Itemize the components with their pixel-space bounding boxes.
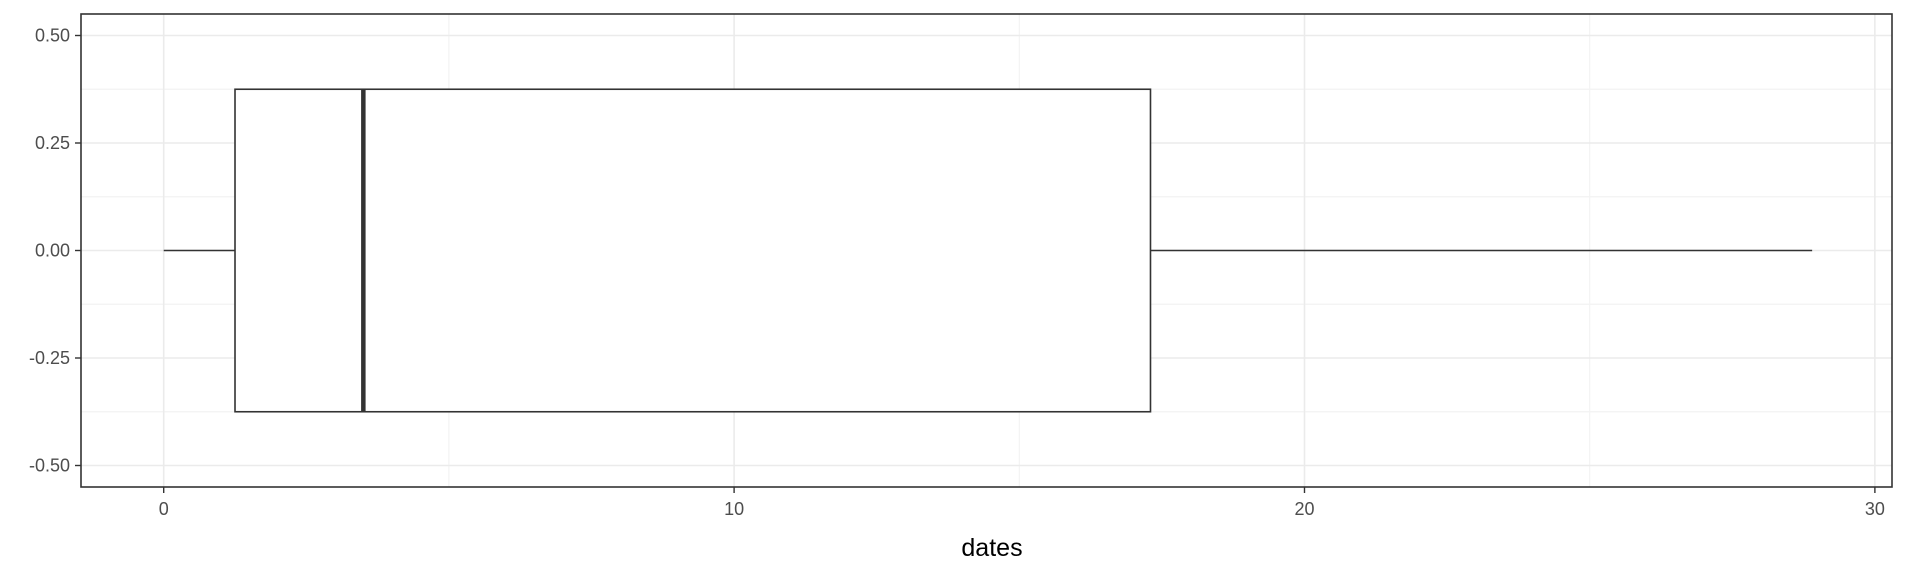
x-tick-label-0: 0: [159, 499, 169, 519]
x-tick-label-3: 30: [1865, 499, 1885, 519]
boxplot-layer: [163, 88, 1813, 413]
x-tick-label-2: 20: [1294, 499, 1314, 519]
y-tick-label-0: -0.50: [29, 456, 70, 476]
axis-ticks: [75, 34, 1876, 493]
interquartile-box: [234, 88, 1152, 413]
y-tick-label-3: 0.25: [35, 133, 70, 153]
y-axis-tick-labels: -0.50 -0.25 0.00 0.25 0.50: [29, 26, 70, 476]
y-tick-label-1: -0.25: [29, 348, 70, 368]
y-tick-label-2: 0.00: [35, 241, 70, 261]
x-axis-title: dates: [961, 534, 1022, 562]
x-axis-tick-labels: 0 10 20 30: [159, 499, 1885, 519]
x-tick-label-1: 10: [724, 499, 744, 519]
y-tick-label-4: 0.50: [35, 26, 70, 46]
